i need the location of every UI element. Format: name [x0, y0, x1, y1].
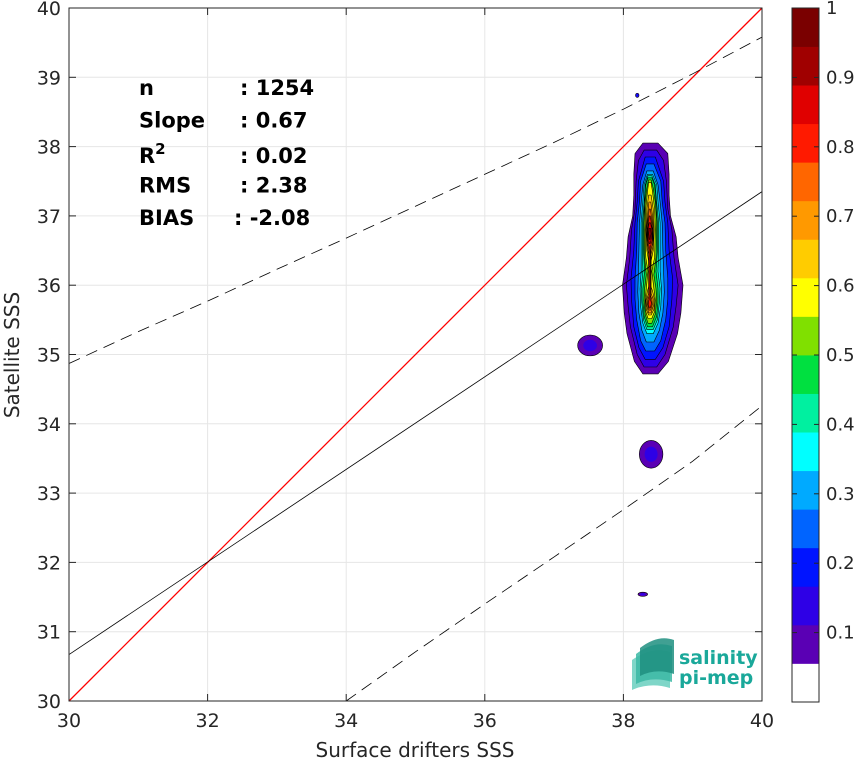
colorbar-swatch [792, 46, 819, 86]
stat-value: : 0.67 [240, 109, 308, 133]
logo-waves-icon [632, 638, 674, 690]
colorbar-tick-label: 1 [826, 0, 837, 19]
x-tick-label: 34 [334, 710, 358, 732]
contour-island-core [636, 94, 639, 97]
lower-dashed-curve [345, 405, 763, 702]
colorbar-swatch [792, 470, 819, 510]
stat-value: : 2.38 [240, 174, 308, 198]
colorbar-swatch [792, 123, 819, 163]
colorbar-swatch [792, 85, 819, 125]
y-tick-label: 33 [37, 483, 61, 505]
colorbar-tick-label: 0.1 [826, 623, 855, 644]
y-tick-label: 40 [37, 0, 61, 20]
colorbar-tick-label: 0.6 [826, 276, 855, 297]
colorbar-tick-label: 0.3 [826, 484, 855, 505]
y-tick-label: 37 [37, 206, 61, 228]
stat-superscript: 2 [155, 140, 165, 158]
regression-lines [68, 7, 763, 702]
colorbar-swatch [792, 239, 819, 279]
stat-label: BIAS [139, 206, 194, 230]
density-contours [577, 92, 684, 597]
stat-value: : -2.08 [234, 206, 310, 230]
stat-label: Slope [139, 109, 205, 133]
stat-value: : 0.02 [240, 144, 308, 168]
upper-dashed-curve [68, 36, 763, 364]
colorbar-swatch [792, 624, 819, 664]
contour-island-core [640, 593, 646, 596]
logo-line1: salinity [679, 647, 758, 669]
stat-label: RMS [139, 174, 191, 198]
x-axis: 30 32 34 36 38 40 [57, 8, 774, 732]
x-tick-label: 32 [196, 710, 220, 732]
colorbar-swatch [792, 316, 819, 356]
stat-label: R2 [139, 140, 166, 168]
contour-level [648, 228, 652, 240]
colorbar-tick-label: 0.9 [826, 67, 855, 88]
colorbar-swatch [792, 162, 819, 202]
identity-line [68, 7, 763, 702]
y-tick-label: 35 [37, 345, 61, 367]
stats-box: n : 1254 Slope : 0.67 R2 : 0.02 RMS : 2.38 BIAS:… [139, 76, 314, 230]
colorbar-swatch [792, 432, 819, 472]
colorbar-swatch [792, 586, 819, 626]
y-axis-label: Satellite SSS [0, 292, 24, 418]
colorbar-swatch [792, 355, 819, 394]
colorbar-swatch [792, 277, 819, 317]
y-tick-label: 34 [37, 414, 61, 436]
contour-island-core [644, 446, 658, 462]
x-tick-label: 40 [750, 710, 774, 732]
y-tick-label: 31 [37, 622, 61, 644]
y-tick-label: 32 [37, 552, 61, 574]
colorbar-tick-label: 0.4 [826, 414, 855, 435]
stat-value: : 1254 [240, 76, 314, 100]
contour-island-core [583, 339, 597, 352]
salinity-pimep-logo: salinity pi-mep [632, 638, 758, 690]
y-tick-label: 39 [37, 67, 61, 89]
y-tick-label: 38 [37, 137, 61, 159]
colorbar-tick-label: 0.8 [826, 137, 855, 158]
regression-line [68, 191, 763, 655]
colorbar-tick-label: 0.5 [826, 345, 855, 366]
y-axis: 30 31 32 33 34 35 36 37 38 39 40 [37, 0, 762, 713]
colorbar-swatch [792, 200, 819, 240]
colorbar: 0.1 0.2 0.3 0.4 0.5 0.6 0.7 0.8 0.9 1 [791, 0, 855, 703]
logo-line2: pi-mep [679, 667, 753, 689]
colorbar-tick-label: 0.7 [826, 206, 855, 227]
x-tick-label: 38 [611, 710, 635, 732]
y-tick-label: 36 [37, 275, 61, 297]
x-axis-label: Surface drifters SSS [316, 738, 515, 762]
colorbar-tick-label: 0.2 [826, 553, 855, 574]
colorbar-swatch [792, 547, 819, 587]
colorbar-swatch [792, 8, 819, 47]
y-tick-label: 30 [37, 691, 61, 713]
colorbar-swatch [792, 663, 819, 703]
colorbar-swatch [792, 509, 819, 549]
x-tick-label: 36 [473, 710, 497, 732]
x-tick-label: 30 [57, 710, 81, 732]
colorbar-swatch [792, 393, 819, 433]
stat-label: n [139, 76, 154, 100]
